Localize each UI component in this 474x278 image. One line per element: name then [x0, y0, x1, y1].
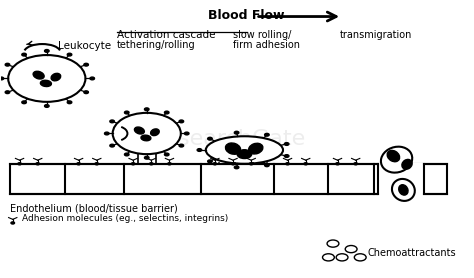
Circle shape	[395, 163, 398, 165]
Ellipse shape	[226, 143, 241, 154]
Ellipse shape	[399, 185, 408, 195]
Ellipse shape	[402, 159, 412, 169]
Circle shape	[354, 163, 357, 165]
Text: Activation cascade: Activation cascade	[117, 30, 216, 40]
Ellipse shape	[249, 143, 263, 154]
Circle shape	[77, 163, 81, 165]
Ellipse shape	[237, 150, 252, 158]
Circle shape	[264, 164, 269, 167]
Circle shape	[110, 144, 114, 147]
Circle shape	[36, 163, 39, 165]
Text: transmigration: transmigration	[340, 30, 412, 40]
Circle shape	[345, 245, 357, 253]
Circle shape	[22, 53, 27, 56]
Circle shape	[0, 77, 4, 80]
Circle shape	[208, 137, 212, 140]
Circle shape	[67, 53, 72, 56]
Circle shape	[234, 166, 239, 169]
Text: Blood Flow: Blood Flow	[209, 9, 285, 22]
Circle shape	[125, 111, 129, 114]
Circle shape	[149, 163, 153, 165]
Text: firm adhesion: firm adhesion	[233, 40, 300, 50]
Circle shape	[213, 163, 217, 165]
Circle shape	[304, 163, 308, 165]
Circle shape	[5, 91, 10, 94]
Circle shape	[22, 101, 27, 104]
Circle shape	[84, 91, 89, 94]
Circle shape	[67, 101, 72, 104]
Circle shape	[179, 144, 183, 147]
Circle shape	[284, 155, 289, 157]
Text: Endothelium (blood/tissue barrier): Endothelium (blood/tissue barrier)	[10, 204, 178, 214]
Circle shape	[145, 108, 149, 111]
Circle shape	[104, 132, 109, 135]
Circle shape	[8, 55, 85, 102]
Ellipse shape	[40, 80, 51, 86]
Circle shape	[84, 63, 89, 66]
Ellipse shape	[387, 150, 400, 162]
Circle shape	[131, 163, 135, 165]
Ellipse shape	[141, 135, 151, 141]
Circle shape	[355, 254, 366, 261]
Ellipse shape	[392, 179, 415, 201]
Circle shape	[286, 163, 289, 165]
Circle shape	[125, 153, 129, 156]
Circle shape	[110, 120, 114, 123]
Circle shape	[336, 254, 348, 261]
Circle shape	[145, 156, 149, 159]
Circle shape	[45, 105, 49, 107]
Circle shape	[327, 240, 339, 247]
Circle shape	[45, 49, 49, 52]
Circle shape	[184, 132, 189, 135]
Text: tethering/rolling: tethering/rolling	[117, 40, 196, 50]
Ellipse shape	[33, 71, 44, 79]
Ellipse shape	[381, 147, 412, 173]
Ellipse shape	[135, 127, 145, 134]
Circle shape	[197, 149, 202, 152]
Circle shape	[208, 160, 212, 163]
Circle shape	[284, 143, 289, 145]
Circle shape	[164, 111, 169, 114]
Text: slow rolling/: slow rolling/	[233, 30, 292, 40]
Circle shape	[322, 254, 334, 261]
Circle shape	[234, 131, 239, 134]
Text: Leukocyte: Leukocyte	[58, 41, 111, 51]
Circle shape	[249, 163, 253, 165]
Ellipse shape	[206, 136, 283, 164]
Text: Adhesion molecules (eg., selectins, integrins): Adhesion molecules (eg., selectins, inte…	[22, 214, 228, 223]
Ellipse shape	[151, 129, 159, 136]
Circle shape	[231, 163, 235, 165]
Circle shape	[179, 120, 183, 123]
Text: Chemoattractants: Chemoattractants	[367, 248, 456, 258]
Circle shape	[113, 113, 181, 154]
Ellipse shape	[51, 73, 61, 81]
Circle shape	[95, 163, 99, 165]
Circle shape	[164, 153, 169, 156]
Bar	[10, 164, 447, 194]
Circle shape	[336, 163, 339, 165]
Circle shape	[11, 222, 15, 224]
Circle shape	[5, 63, 10, 66]
Circle shape	[264, 133, 269, 136]
Text: ResearchGate: ResearchGate	[151, 129, 306, 149]
Circle shape	[18, 163, 21, 165]
Circle shape	[168, 163, 171, 165]
Circle shape	[90, 77, 94, 80]
